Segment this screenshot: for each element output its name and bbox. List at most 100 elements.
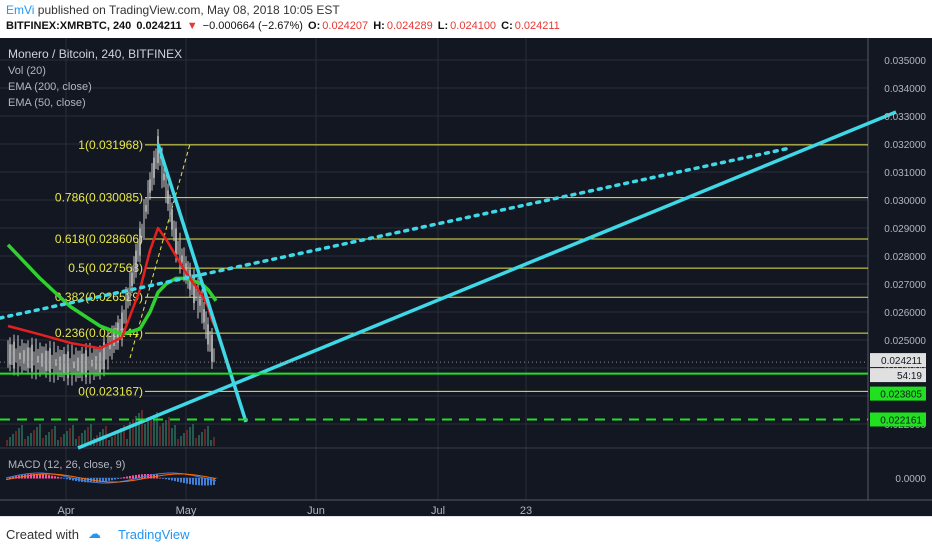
macd-histogram-bar (195, 478, 197, 486)
volume-bar (33, 430, 35, 446)
candle-body (61, 356, 63, 371)
volume-bar (84, 430, 86, 446)
chart-area[interactable]: 1(0.031968) 0.786(0.030085) 0.618(0.028606… (0, 38, 932, 516)
uptrend-line (77, 110, 897, 450)
volume-bar (81, 433, 83, 446)
y-tick-label: 0.027000 (884, 280, 926, 291)
candle-body (129, 278, 131, 299)
candle-body (167, 190, 169, 204)
volume-bar (87, 427, 89, 446)
macd-histogram-bar (99, 478, 101, 483)
volume-bar (9, 437, 11, 446)
volume-bar (147, 421, 149, 446)
volume-bar (45, 435, 47, 446)
x-tick-label: 23 (520, 505, 532, 516)
volume-bar (27, 436, 29, 446)
y-tick-label: 0.029000 (884, 224, 926, 235)
macd-histogram-bar (33, 474, 35, 479)
macd-histogram-bar (15, 476, 17, 479)
macd-histogram-bar (54, 476, 56, 479)
volume-bar (177, 439, 179, 446)
candle-body (113, 332, 115, 346)
volume-bar (15, 431, 17, 446)
volume-bar (123, 425, 125, 446)
candle-body (95, 356, 97, 370)
y-tick-label: 0.030000 (884, 196, 926, 207)
candle-body (7, 347, 9, 361)
volume-bar (180, 436, 182, 446)
candle-body (203, 309, 205, 323)
candle-body (149, 179, 151, 193)
candle-body (105, 352, 107, 354)
ema50-series-line (7, 226, 218, 350)
candle-body (193, 276, 195, 304)
macd-histogram-bar (69, 478, 71, 480)
volume-bar (51, 429, 53, 446)
macd-histogram-bar (159, 477, 161, 479)
legend-ema50: EMA (50, close) (8, 97, 86, 109)
chart-svg[interactable]: 1(0.031968) 0.786(0.030085) 0.618(0.028606… (0, 38, 932, 516)
tradingview-logo-icon[interactable]: ☁ (88, 526, 101, 541)
candle-body (31, 344, 33, 372)
volume-bar (207, 426, 209, 446)
candle-body (173, 227, 175, 235)
header-bar: EmVi published on TradingView.com, May 0… (0, 0, 932, 38)
fib-level-label: 0.618(0.028606) (55, 232, 143, 246)
volume-bar (132, 419, 134, 446)
y-tick-label: 0.028000 (884, 252, 926, 263)
macd-histogram-bar (51, 475, 53, 479)
volume-bar (48, 432, 50, 446)
macd-histogram-bar (198, 478, 200, 486)
volume-bar (108, 440, 110, 446)
volume-bar (57, 440, 59, 446)
volume-bar (189, 427, 191, 446)
support-solid-label-box (870, 386, 926, 401)
candle-body (171, 209, 173, 230)
candle-body (47, 357, 49, 365)
macd-histogram-bar (186, 478, 188, 484)
candle-body (15, 355, 17, 357)
candle-body (159, 158, 161, 160)
legend-title: Monero / Bitcoin, 240, BITFINEX (8, 47, 182, 61)
candle-body (41, 353, 43, 367)
macd-histogram-bar (36, 474, 38, 479)
candle-body (65, 361, 67, 368)
candle-body (69, 365, 71, 367)
candle-body (59, 356, 61, 371)
candle-body (207, 324, 209, 345)
volume-bar (162, 423, 164, 446)
legend-ema200: EMA (200, close) (8, 81, 92, 93)
candle-body (11, 351, 13, 359)
author-link[interactable]: EmVi (6, 3, 35, 17)
macd-histogram-bar (12, 476, 14, 479)
candle-body (165, 175, 167, 197)
volume-bar (198, 435, 200, 446)
candle-body (83, 360, 85, 368)
macd-histogram-bar (9, 477, 11, 479)
fib-level-label: 0(0.023167) (78, 384, 143, 398)
candle-body (91, 359, 93, 367)
tradingview-brand-link[interactable]: TradingView (118, 527, 190, 542)
macd-histogram-bar (123, 477, 125, 479)
macd-histogram-bar (96, 478, 98, 483)
candle-body (93, 352, 95, 374)
high-value: 0.024289 (386, 20, 433, 32)
volume-bar (12, 434, 14, 446)
candle-body (101, 355, 103, 363)
macd-histogram-bar (204, 478, 206, 486)
candle-body (153, 157, 155, 178)
x-tick-label: Jun (307, 505, 325, 516)
candle-body (133, 263, 135, 277)
y-tick-label: 0.033000 (884, 112, 926, 123)
candle-body (103, 342, 105, 370)
legend-macd: MACD (12, 26, close, 9) (8, 459, 125, 471)
last-price: 0.024211 (136, 20, 182, 32)
last-price-label-box (870, 353, 926, 368)
candle-body (145, 205, 147, 212)
macd-histogram-bar (192, 478, 194, 485)
candle-body (131, 272, 133, 287)
candle-body (115, 329, 117, 343)
candle-body (63, 354, 65, 375)
volume-bar (39, 424, 41, 446)
volume-bar (66, 431, 68, 446)
